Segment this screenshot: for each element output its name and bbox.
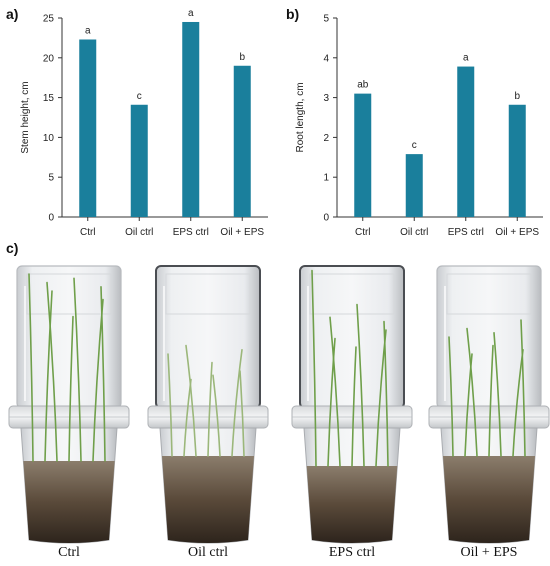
container-1: [147, 265, 269, 544]
root-length-bar: [457, 66, 475, 217]
container-lid-inner: [165, 273, 251, 315]
stem-height-x-tick-label: Oil ctrl: [125, 227, 153, 238]
container-3: [428, 265, 550, 544]
stem-height-bar: [79, 39, 97, 217]
root-length-y-tick-label: 0: [323, 213, 329, 224]
seedling-leaf: [28, 273, 34, 462]
stem-height-x-tick-label: EPS ctrl: [173, 227, 209, 238]
root-length-significance-label: c: [412, 140, 417, 151]
container-lid-inner: [309, 273, 395, 315]
chart-stem-height: 0 5 10 15 20 25 Stem height, cm Ctrl a Oil ctrl c E…: [20, 8, 268, 238]
container-lid: [155, 265, 261, 409]
seedling-leaf: [44, 290, 53, 462]
stem-height-x-tick-label: Oil + EPS: [220, 227, 264, 238]
container-lid: [299, 265, 405, 409]
stem-height-bar: [130, 104, 148, 217]
container-2: [291, 265, 413, 544]
root-length-y-tick-label: 1: [323, 173, 329, 184]
seedling-leaf: [488, 344, 494, 457]
stem-height-x-tick-label: Ctrl: [80, 227, 96, 238]
seedling-leaf: [167, 353, 173, 457]
stem-height-y-axis-label: Stem height, cm: [20, 81, 31, 153]
seedling-leaf: [185, 344, 197, 457]
container-0: [8, 265, 130, 544]
stem-height-significance-label: a: [188, 8, 194, 19]
root-length-x-tick-label: Oil + EPS: [495, 227, 539, 238]
photo-caption-eps-ctrl: EPS ctrl: [328, 545, 376, 560]
panel-label-a: a): [6, 6, 19, 22]
seedling-leaf: [383, 320, 389, 467]
root-length-y-tick-label: 3: [323, 93, 329, 104]
seedling-leaf: [239, 370, 245, 457]
stem-height-y-tick-label: 10: [43, 133, 55, 144]
root-length-significance-label: ab: [357, 80, 369, 91]
stem-height-significance-label: a: [85, 25, 91, 36]
stem-height-y-tick-label: 15: [43, 93, 55, 104]
root-length-x-tick-label: EPS ctrl: [448, 227, 484, 238]
root-length-y-tick-label: 4: [323, 53, 329, 64]
stem-height-bar: [233, 65, 251, 217]
container-soil: [162, 456, 254, 543]
root-length-y-axis-label: Root length, cm: [295, 82, 306, 152]
seedling-leaf: [212, 374, 221, 457]
seedling-leaf: [207, 361, 213, 457]
seedling-photo-illustration: [8, 265, 550, 544]
stem-height-y-tick-label: 0: [48, 213, 54, 224]
root-length-y-tick-label: 2: [323, 133, 329, 144]
seedling-leaf: [351, 346, 357, 467]
photo-caption-oil-ctrl: Oil ctrl: [187, 545, 229, 560]
seedling-leaf: [73, 277, 82, 462]
root-length-y-tick-label: 5: [323, 14, 329, 25]
seedling-leaf: [231, 348, 243, 457]
root-length-x-tick-label: Ctrl: [355, 227, 371, 238]
root-length-significance-label: a: [463, 53, 469, 64]
seedling-leaf: [356, 303, 365, 467]
root-length-bar: [354, 93, 372, 217]
container-soil: [23, 461, 115, 543]
seedling-leaf: [512, 348, 524, 457]
root-length-bar: [508, 104, 526, 217]
container-lid: [16, 265, 122, 409]
seedling-photo: [0, 258, 550, 561]
stem-height-significance-label: b: [239, 52, 245, 63]
panel-label-b: b): [286, 6, 300, 22]
stem-height-y-tick-label: 25: [43, 14, 55, 25]
seedling-leaf: [520, 319, 526, 457]
root-length-x-tick-label: Oil ctrl: [400, 227, 428, 238]
root-length-bar: [405, 154, 423, 217]
seedling-leaf: [466, 327, 478, 457]
photo-caption-oil-eps: Oil + EPS: [460, 545, 518, 560]
container-lid: [436, 265, 542, 409]
stem-height-y-tick-label: 20: [43, 53, 55, 64]
container-soil: [306, 466, 398, 543]
seedling-leaf: [68, 315, 74, 462]
seedling-leaf: [100, 285, 106, 462]
root-length-significance-label: b: [514, 91, 520, 102]
photo-caption-ctrl: Ctrl: [58, 545, 80, 560]
stem-height-significance-label: c: [137, 91, 142, 102]
stem-height-bar: [182, 21, 200, 218]
seedling-leaf: [311, 269, 317, 467]
seedling-leaf: [46, 281, 58, 462]
container-lid-inner: [446, 273, 532, 315]
seedling-leaf: [493, 331, 502, 457]
seedling-leaf: [448, 336, 454, 457]
seedling-leaf: [327, 337, 336, 467]
stem-height-y-tick-label: 5: [48, 173, 54, 184]
panel-label-c: c): [6, 240, 19, 256]
container-lid-inner: [26, 273, 112, 315]
container-soil: [443, 456, 535, 543]
seedling-leaf: [329, 316, 341, 467]
